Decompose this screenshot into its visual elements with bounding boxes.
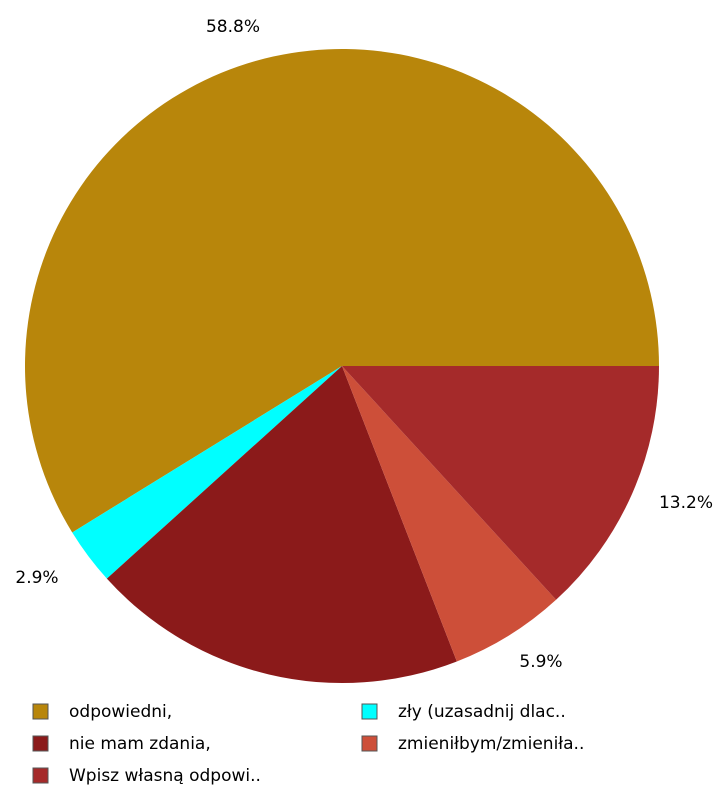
legend-swatch (32, 703, 49, 720)
legend-swatch (361, 703, 378, 720)
legend-label: Wpisz własną odpowi.. (69, 766, 261, 786)
pie-percent-labels: 58.8% 2.9% 5.9% 13.2% (15, 17, 713, 672)
pie-slice-3 (106, 366, 457, 684)
legend-label: nie mam zdania, (69, 734, 211, 754)
slice-percent-label: 2.9% (15, 568, 58, 588)
slice-percent-label: 5.9% (519, 652, 562, 672)
legend-swatch (32, 767, 49, 784)
pie-slice-2 (72, 366, 342, 579)
legend: odpowiedni, zły (uzasadnij dlac.. nie mam … (32, 702, 584, 786)
pie-slice-1 (24, 49, 659, 533)
legend-swatch (32, 735, 49, 752)
legend-label: odpowiedni, (69, 702, 172, 722)
slice-percent-label: 13.2% (659, 493, 713, 513)
slice-percent-label: 58.8% (206, 17, 260, 37)
legend-swatch (361, 735, 378, 752)
pie-slice-5 (342, 366, 659, 600)
legend-label: zły (uzasadnij dlac.. (398, 702, 566, 722)
legend-label: zmieniłbym/zmieniła.. (398, 734, 584, 754)
pie-slices (24, 49, 659, 684)
pie-slice-4 (342, 366, 557, 662)
